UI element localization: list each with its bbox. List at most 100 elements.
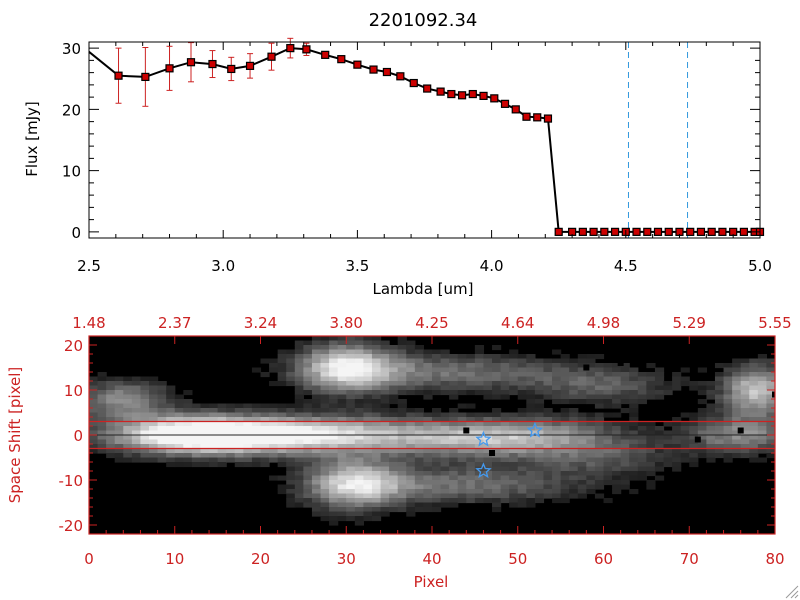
image-pixel <box>723 381 733 387</box>
image-pixel <box>166 421 176 427</box>
image-pixel <box>423 390 433 396</box>
image-pixel <box>414 453 425 459</box>
image-pixel <box>423 349 433 355</box>
image-pixel <box>414 376 425 382</box>
image-pixel <box>534 376 545 382</box>
image-pixel <box>406 444 416 450</box>
image-pixel <box>217 448 227 454</box>
image-pixel <box>320 493 330 499</box>
image-pixel <box>577 457 587 463</box>
image-pixel <box>603 480 613 486</box>
image-pixel <box>543 489 553 495</box>
image-pixel <box>612 444 622 450</box>
image-pixel <box>483 354 493 360</box>
image-pixel <box>389 439 399 445</box>
image-pixel <box>423 439 433 445</box>
image-pixel <box>183 453 193 459</box>
image-pixel <box>277 403 287 409</box>
image-pixel <box>389 358 399 364</box>
image-pixel <box>346 399 356 405</box>
image-pixel <box>311 385 322 391</box>
image-pixel <box>620 444 630 450</box>
image-pixel <box>594 435 605 441</box>
image-pixel <box>534 417 545 423</box>
image-pixel <box>440 444 450 450</box>
image-pixel <box>697 426 707 432</box>
image-pixel <box>294 484 304 490</box>
image-pixel <box>483 390 493 396</box>
image-pixel <box>757 412 768 418</box>
image-pixel <box>637 439 647 445</box>
image-pixel <box>89 430 99 436</box>
image-pixel <box>389 349 399 355</box>
image-pixel <box>123 399 133 405</box>
image-pixel <box>140 417 150 423</box>
image-pixel <box>474 385 485 391</box>
image-pixel <box>414 421 425 427</box>
image-pixel <box>714 435 725 441</box>
image-pixel <box>346 412 356 418</box>
image-pixel <box>106 399 116 405</box>
image-pixel <box>714 390 725 396</box>
image-pixel <box>397 484 407 490</box>
image-pixel <box>492 394 502 400</box>
image-pixel <box>423 498 433 504</box>
image-pixel <box>526 444 536 450</box>
x-tick-label: 0 <box>84 550 94 568</box>
image-pixel <box>311 421 322 427</box>
image-pixel <box>363 475 373 481</box>
image-pixel <box>449 385 459 391</box>
image-pixel <box>543 376 553 382</box>
image-pixel <box>740 430 750 436</box>
image-pixel <box>646 381 656 387</box>
image-pixel <box>406 376 416 382</box>
image-pixel <box>397 381 407 387</box>
image-pixel <box>594 412 605 418</box>
image-pixel <box>329 462 339 468</box>
image-pixel <box>749 412 759 418</box>
y-tick-label: 30 <box>62 40 81 58</box>
image-pixel <box>320 426 330 432</box>
image-pixel <box>354 399 364 405</box>
image-pixel <box>286 381 296 387</box>
image-pixel <box>569 408 579 414</box>
image-pixel <box>371 336 382 342</box>
image-pixel <box>594 426 605 432</box>
image-pixel <box>397 466 407 472</box>
image-pixel <box>517 412 527 418</box>
image-pixel <box>697 385 707 391</box>
image-pixel <box>294 345 304 351</box>
image-pixel <box>346 417 356 423</box>
image-pixel <box>500 421 510 427</box>
image-pixel <box>371 390 382 396</box>
image-pixel <box>706 412 716 418</box>
image-pixel <box>432 502 442 508</box>
image-pixel <box>749 421 759 427</box>
image-pixel <box>552 439 562 445</box>
image-pixel <box>466 453 476 459</box>
image-pixel <box>131 403 142 409</box>
resize-grip-icon[interactable] <box>785 585 799 599</box>
image-pixel <box>603 363 613 369</box>
image-pixel <box>329 345 339 351</box>
image-pixel <box>697 453 707 459</box>
image-pixel <box>646 390 656 396</box>
flux-marker <box>409 78 418 88</box>
image-pixel <box>723 403 733 409</box>
image-pixel <box>166 453 176 459</box>
image-pixel <box>423 426 433 432</box>
image-pixel <box>517 372 527 378</box>
image-pixel <box>629 475 639 481</box>
image-pixel <box>757 403 768 409</box>
image-pixel <box>629 471 639 477</box>
image-pixel <box>500 385 510 391</box>
image-pixel <box>457 439 467 445</box>
image-pixel <box>534 399 545 405</box>
image-pixel <box>577 385 587 391</box>
image-pixel <box>294 372 304 378</box>
image-pixel <box>646 448 656 454</box>
image-pixel <box>689 435 699 441</box>
image-pixel <box>440 412 450 418</box>
image-pixel <box>226 426 236 432</box>
image-pixel <box>672 453 682 459</box>
